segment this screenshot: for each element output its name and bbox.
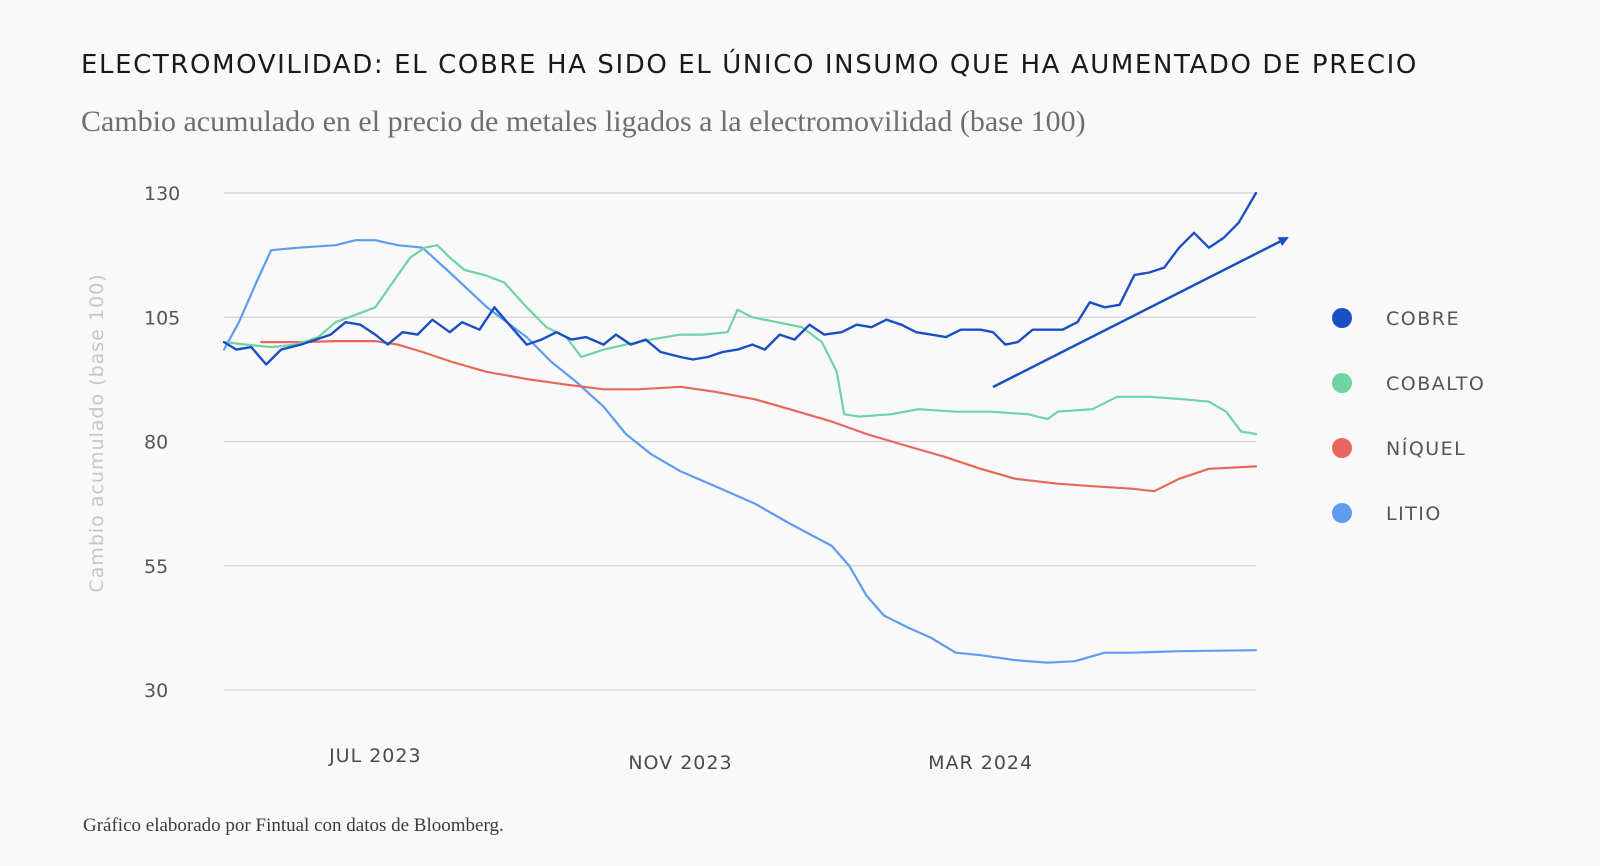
x-tick-label: NOV 2023 bbox=[628, 752, 732, 774]
y-tick-label: 55 bbox=[144, 556, 168, 578]
x-axis-ticks: JUL 2023 NOV 2023 MAR 2024 bbox=[328, 745, 1033, 774]
y-axis-ticks: 130 105 80 55 30 bbox=[144, 183, 180, 702]
legend: COBRE COBALTO NÍQUEL LITIO bbox=[1332, 308, 1485, 525]
series-line-litio bbox=[222, 239, 1258, 664]
y-tick-label: 105 bbox=[144, 307, 180, 329]
series-lines bbox=[222, 191, 1258, 664]
chart-title: ELECTROMOVILIDAD: EL COBRE HA SIDO EL ÚN… bbox=[81, 50, 1418, 80]
legend-label: LITIO bbox=[1386, 503, 1442, 525]
series-line-cobalto bbox=[222, 244, 1258, 436]
trend-arrow bbox=[992, 236, 1289, 389]
legend-swatch bbox=[1332, 308, 1352, 328]
gridlines bbox=[224, 192, 1256, 691]
legend-label: COBALTO bbox=[1386, 373, 1485, 395]
legend-swatch bbox=[1332, 503, 1352, 523]
source-note: Gráfico elaborado por Fintual con datos … bbox=[83, 815, 504, 836]
y-tick-label: 130 bbox=[144, 183, 180, 205]
y-tick-label: 80 bbox=[144, 432, 168, 454]
legend-swatch bbox=[1332, 438, 1352, 458]
series-line-cobre bbox=[222, 191, 1258, 366]
x-tick-label: MAR 2024 bbox=[928, 752, 1033, 774]
chart-subtitle: Cambio acumulado en el precio de metales… bbox=[81, 105, 1086, 138]
series-line-níquel bbox=[260, 340, 1258, 493]
y-tick-label: 30 bbox=[144, 680, 168, 702]
x-tick-label: JUL 2023 bbox=[328, 745, 422, 767]
legend-label: NÍQUEL bbox=[1386, 437, 1466, 460]
y-axis-title: Cambio acumulado (base 100) bbox=[86, 273, 108, 592]
legend-swatch bbox=[1332, 373, 1352, 393]
legend-label: COBRE bbox=[1386, 308, 1460, 330]
